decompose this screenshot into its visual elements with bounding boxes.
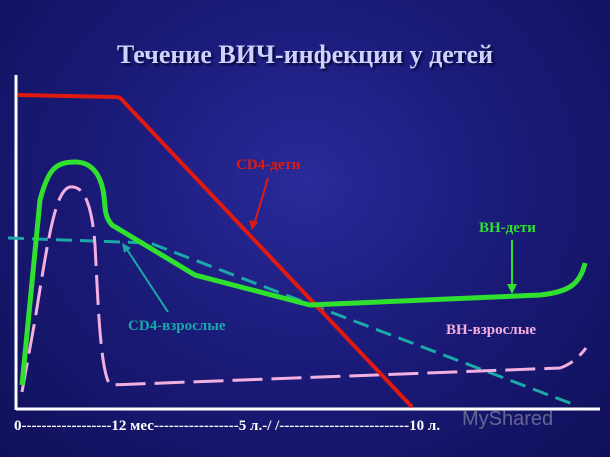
cd4-adults-arrow	[125, 247, 169, 313]
cd4-adults-curve	[7, 236, 576, 407]
cd4-children-arrowhead	[249, 220, 258, 230]
label-cd4-children: CD4-дети	[236, 157, 301, 173]
vl-adults-curve	[20, 185, 588, 393]
cd4-adults-arrowhead	[122, 243, 131, 253]
cd4-children-arrow	[253, 177, 269, 226]
vl-children-curve	[19, 159, 588, 386]
label-vl-adults: ВН-взрослые	[446, 322, 536, 338]
label-vl-children: ВН-дети	[479, 220, 536, 236]
label-cd4-adults: CD4-взрослые	[128, 318, 226, 334]
slide-title: Течение ВИЧ-инфекции у детей	[116, 40, 494, 69]
x-axis-timeline: 0------------------12 мес---------------…	[14, 418, 441, 434]
vl-children-arrowhead	[507, 284, 517, 294]
cd4-children-curve	[17, 93, 414, 409]
watermark: MyShared	[462, 408, 554, 430]
